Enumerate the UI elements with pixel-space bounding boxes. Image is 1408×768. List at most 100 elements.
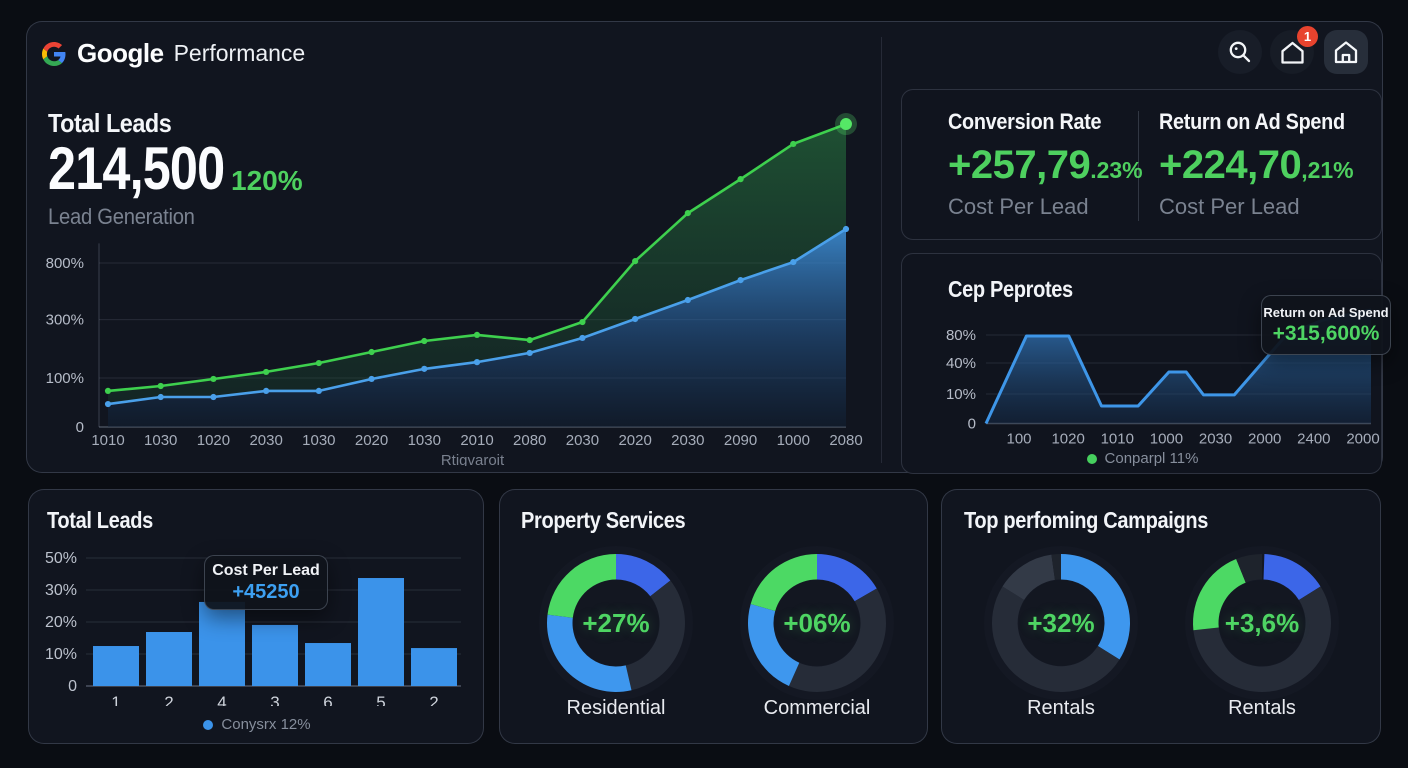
- svg-text:10%: 10%: [45, 646, 77, 663]
- hero-title: Total Leads: [48, 108, 172, 138]
- svg-text:30%: 30%: [45, 582, 77, 599]
- tooltip-value: +45250: [232, 580, 300, 603]
- donut-rentals-1[interactable]: +32%: [981, 543, 1141, 703]
- svg-text:1020: 1020: [1051, 431, 1084, 448]
- legend-label: Conparpl 11%: [1104, 450, 1199, 467]
- svg-text:6: 6: [323, 693, 332, 706]
- svg-text:1030: 1030: [144, 432, 177, 449]
- brand: Google Performance: [42, 38, 305, 69]
- search-icon: [1227, 39, 1253, 65]
- kpi-value-fraction: .23%: [1090, 157, 1143, 183]
- kpi-return-on-ad-spend: Return on Ad Spend +224,70 ,21% Cost Per…: [1159, 109, 1365, 220]
- donut-chart: [984, 546, 1138, 700]
- svg-text:2020: 2020: [355, 432, 388, 449]
- svg-text:0: 0: [968, 416, 976, 433]
- svg-text:0: 0: [68, 678, 77, 695]
- svg-text:2000: 2000: [1248, 431, 1281, 448]
- legend-dot: [203, 719, 214, 730]
- svg-text:1030: 1030: [408, 432, 441, 449]
- donut-label: Rentals: [1228, 697, 1296, 719]
- svg-text:5: 5: [376, 693, 385, 706]
- kpi-divider: [1138, 111, 1139, 221]
- kpi-card: Conversion Rate +257,79 .23% Cost Per Le…: [901, 89, 1382, 240]
- donut-label: Residential: [566, 697, 666, 719]
- bars-legend: Conysrx 12%: [29, 716, 485, 733]
- cap-tooltip: Return on Ad Spend +315,600%: [1261, 295, 1391, 355]
- donut-rentals-2[interactable]: +3,6%: [1182, 543, 1342, 703]
- donut-center-value: +32%: [1027, 607, 1095, 638]
- svg-text:100%: 100%: [46, 370, 84, 387]
- kpi-value: +257,79: [948, 143, 1091, 187]
- kpi-title: Return on Ad Spend: [1159, 109, 1345, 134]
- top-panel-divider: [881, 37, 882, 463]
- cap-card-title: Cep Peprotes: [948, 276, 1073, 302]
- home-button[interactable]: [1324, 30, 1368, 74]
- svg-text:10%: 10%: [946, 386, 976, 403]
- kpi-title: Conversion Rate: [948, 109, 1102, 134]
- leads-bar-chart[interactable]: 0 10% 20% 30% 50% 1 2 4 3 6 5 2: [41, 541, 471, 706]
- top-campaigns-title: Top perfoming Campaigns: [964, 507, 1208, 533]
- svg-text:1000: 1000: [1150, 431, 1183, 448]
- svg-text:2030: 2030: [671, 432, 704, 449]
- hero-delta: 120%: [231, 165, 303, 196]
- kpi-value-fraction: ,21%: [1301, 157, 1354, 183]
- svg-text:1000: 1000: [777, 432, 810, 449]
- svg-text:800%: 800%: [46, 255, 84, 272]
- svg-text:3: 3: [270, 693, 279, 706]
- svg-text:300%: 300%: [46, 312, 84, 329]
- svg-text:Rtigvaroit: Rtigvaroit: [441, 452, 505, 466]
- svg-text:2030: 2030: [249, 432, 282, 449]
- svg-text:20%: 20%: [45, 614, 77, 631]
- leads-trend-chart[interactable]: 0 100% 300% 800% 1010 1030 1020 2030 1030 2020 103…: [41, 106, 871, 466]
- svg-text:2400: 2400: [1297, 431, 1330, 448]
- svg-text:100: 100: [1006, 431, 1031, 448]
- donut-center-value: +27%: [582, 607, 650, 638]
- legend-label: Conysrx 12%: [221, 716, 311, 733]
- svg-text:2000: 2000: [1346, 431, 1379, 448]
- svg-text:1: 1: [111, 693, 120, 706]
- property-services-card: Property Services +27% Residential +06% …: [499, 489, 928, 744]
- hero-value: 214,500: [48, 135, 225, 202]
- svg-text:2030: 2030: [566, 432, 599, 449]
- tooltip-value: +315,600%: [1272, 321, 1380, 345]
- svg-text:4: 4: [217, 693, 226, 706]
- cap-trend-chart[interactable]: 0 10% 40% 80% 100 1020 1010 1000 2030 2000 2400 200…: [902, 304, 1383, 464]
- svg-text:2080: 2080: [513, 432, 546, 449]
- svg-text:1030: 1030: [302, 432, 335, 449]
- kpi-conversion-rate: Conversion Rate +257,79 .23% Cost Per Le…: [948, 109, 1143, 220]
- svg-text:1010: 1010: [91, 432, 124, 449]
- svg-text:50%: 50%: [45, 550, 77, 567]
- svg-text:2: 2: [164, 693, 173, 706]
- svg-text:80%: 80%: [946, 327, 976, 344]
- home-outline-icon: [1279, 39, 1306, 66]
- top-panel: Google Performance 1: [26, 21, 1391, 474]
- property-services-title: Property Services: [521, 507, 686, 533]
- svg-text:2: 2: [429, 693, 438, 706]
- donut-commercial[interactable]: +06%: [737, 543, 897, 703]
- tooltip-label: Cost Per Lead: [212, 561, 320, 579]
- donut-label: Rentals: [1027, 697, 1095, 719]
- cap-card: Cep Peprotes 0 10% 40% 80% 100 1020 1010 1000 20…: [901, 253, 1391, 474]
- kpi-subtitle: Cost Per Lead: [1159, 194, 1300, 219]
- tooltip-label: Return on Ad Spend: [1263, 304, 1389, 320]
- notifications-button[interactable]: 1: [1270, 26, 1318, 74]
- svg-text:2020: 2020: [618, 432, 651, 449]
- svg-text:1010: 1010: [1101, 431, 1134, 448]
- bars-card: Total Leads 0 10% 20% 30% 50% 1 2 4 3 6 5 2 Conysrx…: [28, 489, 484, 744]
- kpi-value: +224,70: [1159, 143, 1302, 187]
- donut-residential[interactable]: +27%: [536, 543, 696, 703]
- search-button[interactable]: [1218, 30, 1262, 74]
- notification-badge: 1: [1297, 26, 1318, 47]
- donut-chart: [539, 546, 693, 700]
- top-campaigns-card: Top perfoming Campaigns +32% Rentals +3,…: [941, 489, 1381, 744]
- bars-card-title: Total Leads: [47, 507, 153, 533]
- svg-text:2030: 2030: [1199, 431, 1232, 448]
- bars-tooltip: Cost Per Lead +45250: [204, 555, 328, 610]
- svg-text:0: 0: [76, 419, 84, 436]
- cap-legend: Conparpl 11%: [902, 450, 1383, 467]
- hero-subtitle: Lead Generation: [48, 204, 195, 229]
- product-name: Performance: [173, 40, 306, 66]
- svg-text:2090: 2090: [724, 432, 757, 449]
- svg-text:2080: 2080: [829, 432, 862, 449]
